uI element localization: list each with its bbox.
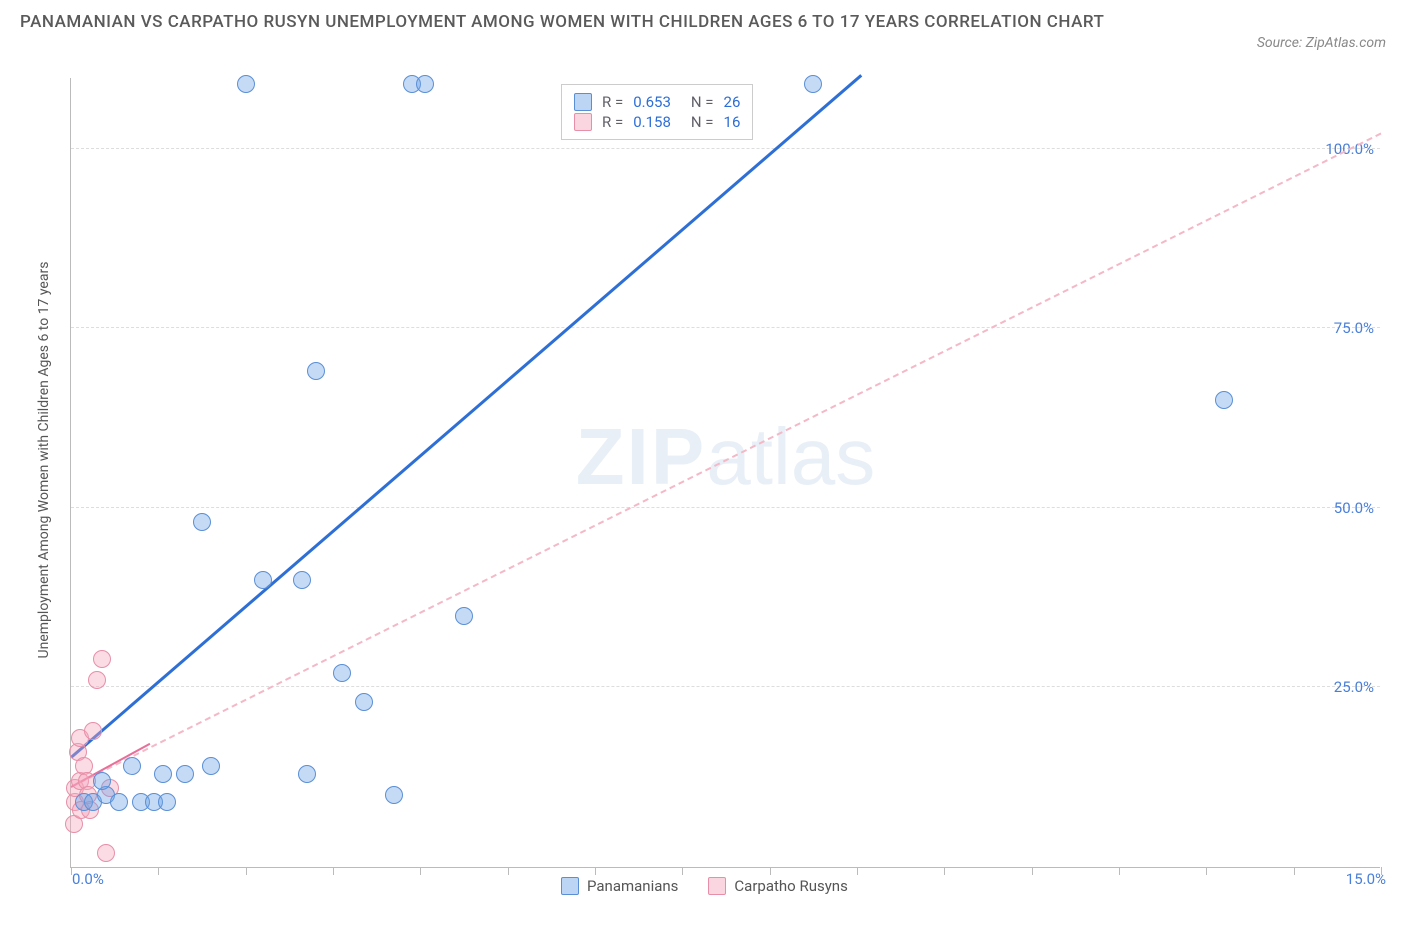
x-tick: [1119, 867, 1120, 875]
legend-correlation: R = 0.653 N = 26 R = 0.158 N = 16: [561, 84, 753, 140]
x-axis-min: 0.0%: [72, 870, 104, 888]
y-axis-label: Unemployment Among Women with Children A…: [36, 262, 52, 659]
data-point: [88, 671, 106, 689]
data-point: [176, 765, 194, 783]
legend-row: R = 0.158 N = 16: [574, 113, 740, 131]
data-point: [416, 75, 434, 93]
x-tick: [246, 867, 247, 875]
n-value: 16: [724, 113, 741, 131]
legend-series: Panamanians Carpatho Rusyns: [561, 877, 848, 895]
trend-line: [71, 133, 1382, 788]
swatch-pink: [708, 877, 726, 895]
y-gridline-label: 50.0%: [1334, 499, 1374, 517]
data-point: [202, 757, 220, 775]
x-tick: [682, 867, 683, 875]
data-point: [97, 844, 115, 862]
swatch-blue: [561, 877, 579, 895]
swatch-pink: [574, 113, 592, 131]
x-tick: [158, 867, 159, 875]
data-point: [333, 664, 351, 682]
data-point: [154, 765, 172, 783]
data-point: [123, 757, 141, 775]
data-point: [237, 75, 255, 93]
x-tick: [508, 867, 509, 875]
n-label: N =: [691, 113, 714, 131]
data-point: [385, 786, 403, 804]
data-point: [355, 693, 373, 711]
data-point: [804, 75, 822, 93]
swatch-blue: [574, 93, 592, 111]
r-label: R =: [602, 113, 623, 131]
gridline: [71, 148, 1380, 149]
trend-line: [70, 74, 862, 759]
data-point: [193, 513, 211, 531]
r-value: 0.653: [633, 93, 671, 111]
legend-item: Panamanians: [561, 877, 678, 895]
data-point: [84, 722, 102, 740]
series-label: Carpatho Rusyns: [734, 877, 847, 895]
x-axis-max: 15.0%: [1346, 870, 1386, 888]
data-point: [254, 571, 272, 589]
x-tick: [333, 867, 334, 875]
x-tick: [420, 867, 421, 875]
n-value: 26: [724, 93, 741, 111]
chart-area: ZIPatlas R = 0.653 N = 26 R = 0.158 N = …: [70, 78, 1380, 868]
data-point: [93, 772, 111, 790]
header: PANAMANIAN VS CARPATHO RUSYN UNEMPLOYMEN…: [0, 0, 1406, 51]
legend-row: R = 0.653 N = 26: [574, 93, 740, 111]
chart-title: PANAMANIAN VS CARPATHO RUSYN UNEMPLOYMEN…: [20, 10, 1104, 36]
gridline: [71, 327, 1380, 328]
legend-item: Carpatho Rusyns: [708, 877, 847, 895]
r-label: R =: [602, 93, 623, 111]
data-point: [455, 607, 473, 625]
y-gridline-label: 75.0%: [1334, 319, 1374, 337]
data-point: [1215, 391, 1233, 409]
data-point: [298, 765, 316, 783]
x-tick: [1294, 867, 1295, 875]
series-label: Panamanians: [587, 877, 678, 895]
data-point: [293, 571, 311, 589]
watermark-zip: ZIP: [576, 412, 706, 501]
data-point: [110, 793, 128, 811]
n-label: N =: [691, 93, 714, 111]
source-label: Source: ZipAtlas.com: [1257, 35, 1386, 51]
data-point: [93, 650, 111, 668]
data-point: [307, 362, 325, 380]
data-point: [158, 793, 176, 811]
x-tick: [857, 867, 858, 875]
x-tick: [944, 867, 945, 875]
x-tick: [1206, 867, 1207, 875]
r-value: 0.158: [633, 113, 671, 131]
x-tick: [770, 867, 771, 875]
watermark: ZIPatlas: [576, 411, 875, 503]
x-tick: [1032, 867, 1033, 875]
y-gridline-label: 25.0%: [1334, 678, 1374, 696]
x-tick: [595, 867, 596, 875]
gridline: [71, 507, 1380, 508]
